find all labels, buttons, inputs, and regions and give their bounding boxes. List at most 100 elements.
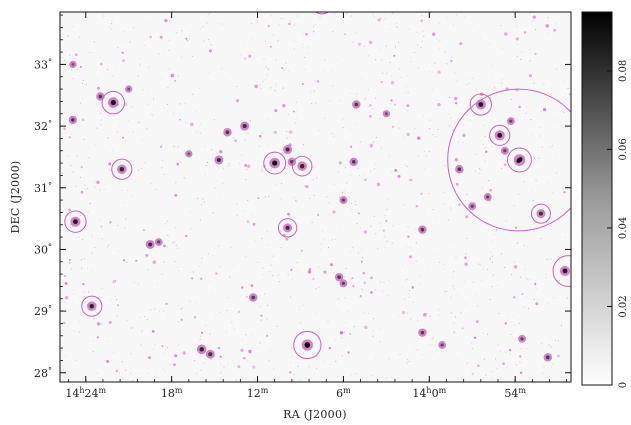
noise-pixel bbox=[550, 258, 552, 260]
noise-pixel bbox=[245, 334, 247, 336]
noise-pixel bbox=[83, 291, 85, 293]
noise-pixel bbox=[443, 191, 445, 193]
noise-pixel bbox=[177, 146, 179, 148]
noise-pixel bbox=[383, 236, 385, 238]
noise-pixel bbox=[166, 220, 168, 222]
noise-pixel bbox=[334, 13, 336, 15]
faint-source bbox=[363, 230, 367, 234]
noise-pixel bbox=[167, 235, 169, 236]
noise-pixel bbox=[549, 371, 551, 373]
noise-pixel bbox=[534, 282, 536, 284]
faint-source bbox=[79, 65, 82, 68]
faint-source bbox=[455, 182, 459, 186]
noise-pixel bbox=[451, 312, 452, 314]
faint-source bbox=[542, 107, 547, 112]
faint-source bbox=[248, 349, 252, 354]
noise-pixel bbox=[354, 201, 356, 202]
noise-pixel bbox=[500, 379, 502, 381]
noise-pixel bbox=[267, 304, 269, 306]
noise-pixel bbox=[200, 335, 202, 337]
noise-pixel bbox=[398, 127, 400, 129]
source-core bbox=[73, 219, 78, 225]
noise-pixel bbox=[478, 263, 480, 265]
y-axis-label: DEC (J2000) bbox=[9, 160, 22, 233]
noise-pixel bbox=[141, 330, 143, 332]
noise-pixel bbox=[491, 286, 493, 287]
noise-pixel bbox=[548, 303, 550, 305]
noise-pixel bbox=[314, 24, 316, 26]
noise-pixel bbox=[479, 168, 481, 170]
noise-pixel bbox=[259, 306, 261, 308]
faint-source bbox=[508, 348, 512, 352]
noise-pixel bbox=[127, 178, 129, 180]
noise-texture bbox=[60, 12, 571, 382]
faint-source bbox=[352, 285, 355, 288]
noise-pixel bbox=[266, 118, 268, 120]
noise-pixel bbox=[408, 360, 410, 362]
noise-pixel bbox=[261, 81, 263, 83]
noise-pixel bbox=[227, 363, 229, 365]
noise-pixel bbox=[250, 151, 252, 153]
faint-source bbox=[240, 286, 244, 289]
faint-source bbox=[461, 327, 464, 330]
noise-pixel bbox=[346, 12, 348, 14]
noise-pixel bbox=[352, 42, 354, 43]
noise-pixel bbox=[295, 109, 297, 111]
noise-pixel bbox=[266, 74, 268, 76]
noise-pixel bbox=[70, 164, 72, 166]
faint-source bbox=[515, 37, 519, 41]
source bbox=[382, 110, 391, 118]
faint-source bbox=[97, 86, 100, 90]
noise-pixel bbox=[443, 263, 445, 265]
noise-pixel bbox=[532, 134, 534, 136]
noise-pixel bbox=[345, 167, 347, 169]
noise-pixel bbox=[162, 159, 164, 161]
noise-pixel bbox=[198, 278, 200, 280]
noise-pixel bbox=[458, 318, 460, 320]
faint-source bbox=[246, 220, 250, 224]
noise-pixel bbox=[546, 258, 548, 260]
noise-pixel bbox=[108, 340, 110, 342]
noise-pixel bbox=[438, 314, 440, 316]
source bbox=[536, 209, 546, 219]
noise-pixel bbox=[437, 128, 439, 130]
noise-pixel bbox=[239, 17, 241, 19]
noise-pixel bbox=[183, 177, 185, 179]
noise-pixel bbox=[375, 137, 377, 138]
noise-pixel bbox=[288, 114, 290, 115]
x-tick-label: 14h24m bbox=[65, 386, 106, 400]
noise-pixel bbox=[273, 368, 275, 370]
noise-pixel bbox=[178, 344, 180, 346]
noise-pixel bbox=[287, 273, 289, 275]
noise-pixel bbox=[464, 281, 465, 282]
noise-pixel bbox=[101, 323, 103, 325]
noise-pixel bbox=[327, 321, 329, 323]
noise-pixel bbox=[566, 297, 568, 299]
faint-source bbox=[391, 125, 395, 128]
noise-pixel bbox=[104, 151, 106, 153]
noise-pixel bbox=[80, 176, 81, 178]
faint-source bbox=[269, 45, 272, 48]
noise-pixel bbox=[232, 264, 234, 266]
noise-pixel bbox=[544, 228, 546, 230]
noise-pixel bbox=[133, 163, 134, 165]
noise-pixel bbox=[119, 372, 120, 374]
noise-pixel bbox=[76, 155, 78, 157]
source bbox=[125, 85, 133, 93]
noise-pixel bbox=[423, 93, 425, 95]
noise-pixel bbox=[490, 241, 492, 243]
noise-pixel bbox=[537, 160, 539, 162]
noise-pixel bbox=[350, 251, 352, 253]
noise-pixel bbox=[403, 204, 405, 206]
noise-pixel bbox=[399, 68, 401, 70]
noise-pixel bbox=[206, 162, 208, 163]
noise-pixel bbox=[244, 210, 246, 212]
noise-pixel bbox=[434, 344, 436, 346]
noise-pixel bbox=[486, 373, 487, 375]
noise-pixel bbox=[139, 58, 140, 60]
noise-pixel bbox=[342, 118, 344, 120]
noise-pixel bbox=[506, 366, 508, 368]
noise-pixel bbox=[205, 46, 207, 48]
noise-pixel bbox=[313, 31, 315, 32]
noise-pixel bbox=[450, 239, 451, 241]
